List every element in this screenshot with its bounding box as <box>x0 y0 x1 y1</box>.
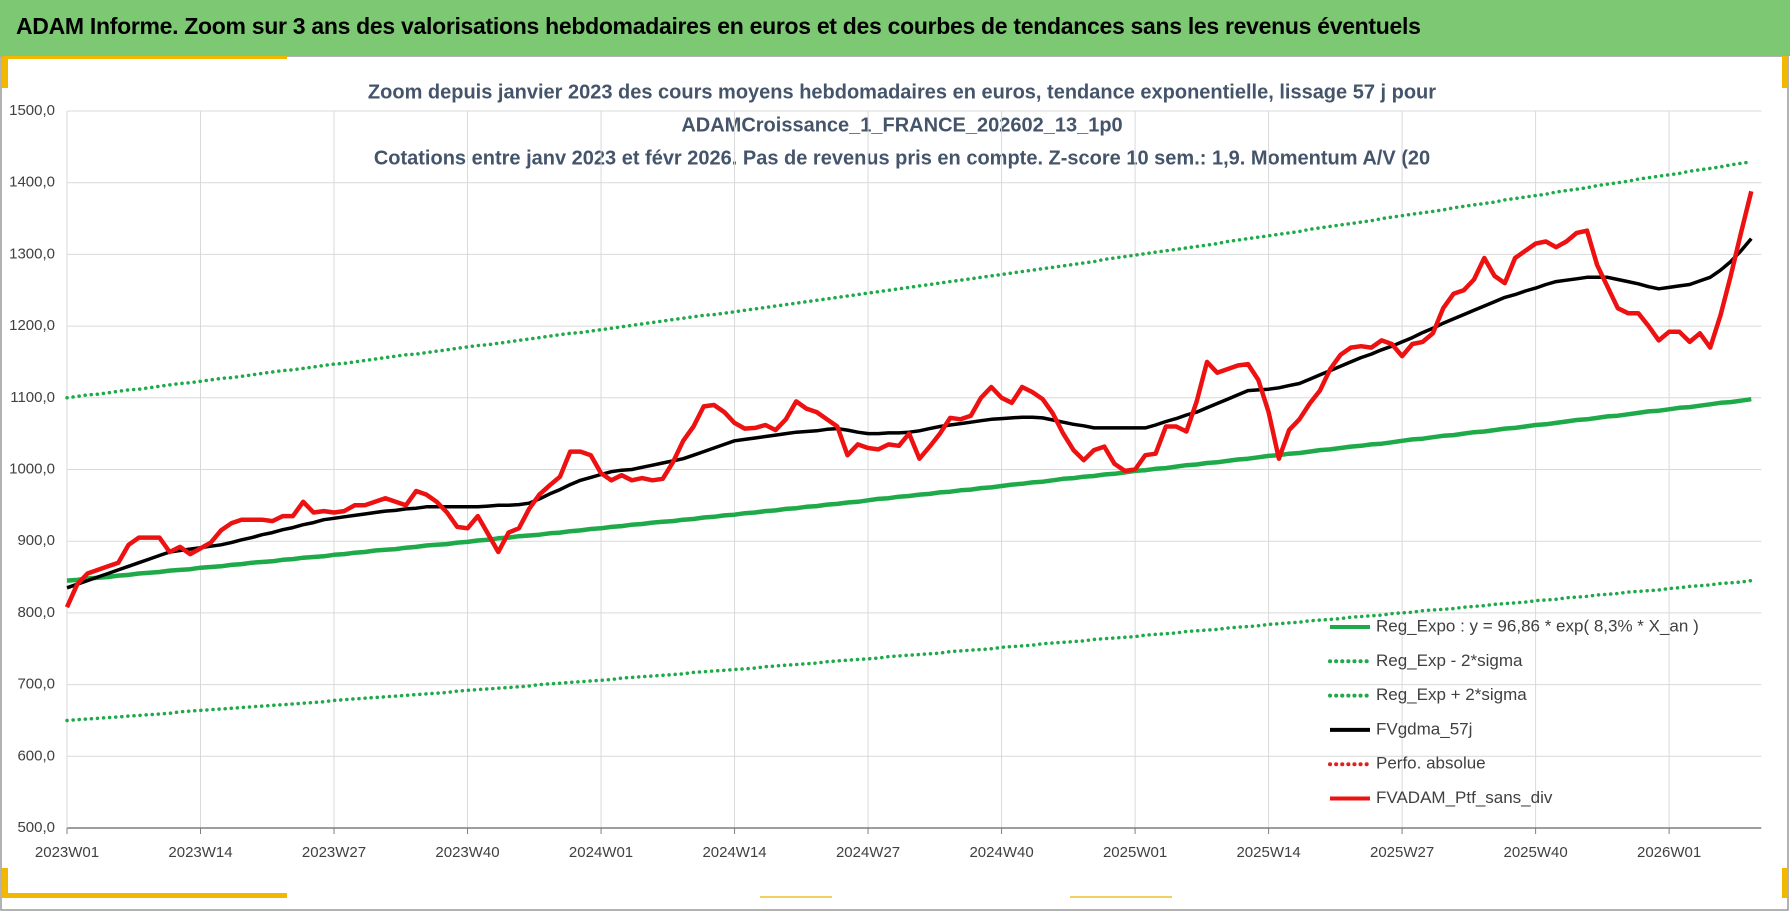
x-tick-label: 2025W40 <box>1504 844 1568 861</box>
accent <box>2 56 287 59</box>
x-tick-label: 2025W01 <box>1103 844 1167 861</box>
accent <box>1782 56 1788 88</box>
chart-title: Zoom depuis janvier 2023 des cours moyen… <box>368 81 1436 103</box>
header-title: ADAM Informe. Zoom sur 3 ans des valoris… <box>16 13 1421 39</box>
y-tick-label: 500,0 <box>17 819 55 836</box>
accent <box>2 893 287 898</box>
accent <box>1782 868 1788 898</box>
y-tick-label: 800,0 <box>17 604 55 621</box>
accent <box>760 896 832 898</box>
x-tick-label: 2023W27 <box>302 844 366 861</box>
series-line <box>64 190 1754 609</box>
header: ADAM Informe. Zoom sur 3 ans des valoris… <box>0 0 1790 56</box>
accent <box>1070 896 1172 898</box>
accent <box>2 56 8 88</box>
x-tick-label: 2025W14 <box>1236 844 1300 861</box>
x-tick-label: 2024W27 <box>836 844 900 861</box>
series-line <box>66 237 1753 590</box>
x-tick-label: 2024W14 <box>702 844 766 861</box>
chart-title: ADAMCroissance_1_FRANCE_202602_13_1p0 <box>681 114 1122 136</box>
frame <box>0 55 1789 911</box>
x-tick-label: 2023W40 <box>435 844 499 861</box>
y-tick-label: 1500,0 <box>9 102 55 119</box>
legend-label: FVADAM_Ptf_sans_div <box>1376 788 1553 807</box>
x-tick-label: 2024W01 <box>569 844 633 861</box>
legend-label: Reg_Exp + 2*sigma <box>1376 685 1527 704</box>
series-line <box>66 396 1752 583</box>
x-tick-label: 2023W01 <box>35 844 99 861</box>
y-tick-label: 600,0 <box>17 747 55 764</box>
series-line <box>65 578 1754 723</box>
y-tick-label: 1100,0 <box>10 389 55 406</box>
x-tick-label: 2024W40 <box>969 844 1033 861</box>
y-tick-label: 1400,0 <box>9 174 55 191</box>
x-tick-label: 2025W27 <box>1370 844 1434 861</box>
y-tick-label: 1200,0 <box>9 317 55 334</box>
y-tick-label: 1000,0 <box>9 460 55 477</box>
accent <box>2 868 8 898</box>
x-tick-label: 2023W14 <box>168 844 232 861</box>
legend-label: Reg_Exp - 2*sigma <box>1376 651 1523 670</box>
y-tick-label: 1300,0 <box>9 245 55 262</box>
series-line <box>65 160 1754 400</box>
legend-label: FVgdma_57j <box>1376 719 1472 738</box>
legend-label: Perfo. absolue <box>1376 754 1486 773</box>
legend-label: Reg_Expo : y = 96,86 * exp( 8,3% * X_an … <box>1376 616 1699 635</box>
chart-title: Cotations entre janv 2023 et févr 2026. … <box>374 147 1430 169</box>
y-tick-label: 900,0 <box>17 532 55 549</box>
y-tick-label: 700,0 <box>17 676 55 693</box>
x-tick-label: 2026W01 <box>1637 844 1701 861</box>
